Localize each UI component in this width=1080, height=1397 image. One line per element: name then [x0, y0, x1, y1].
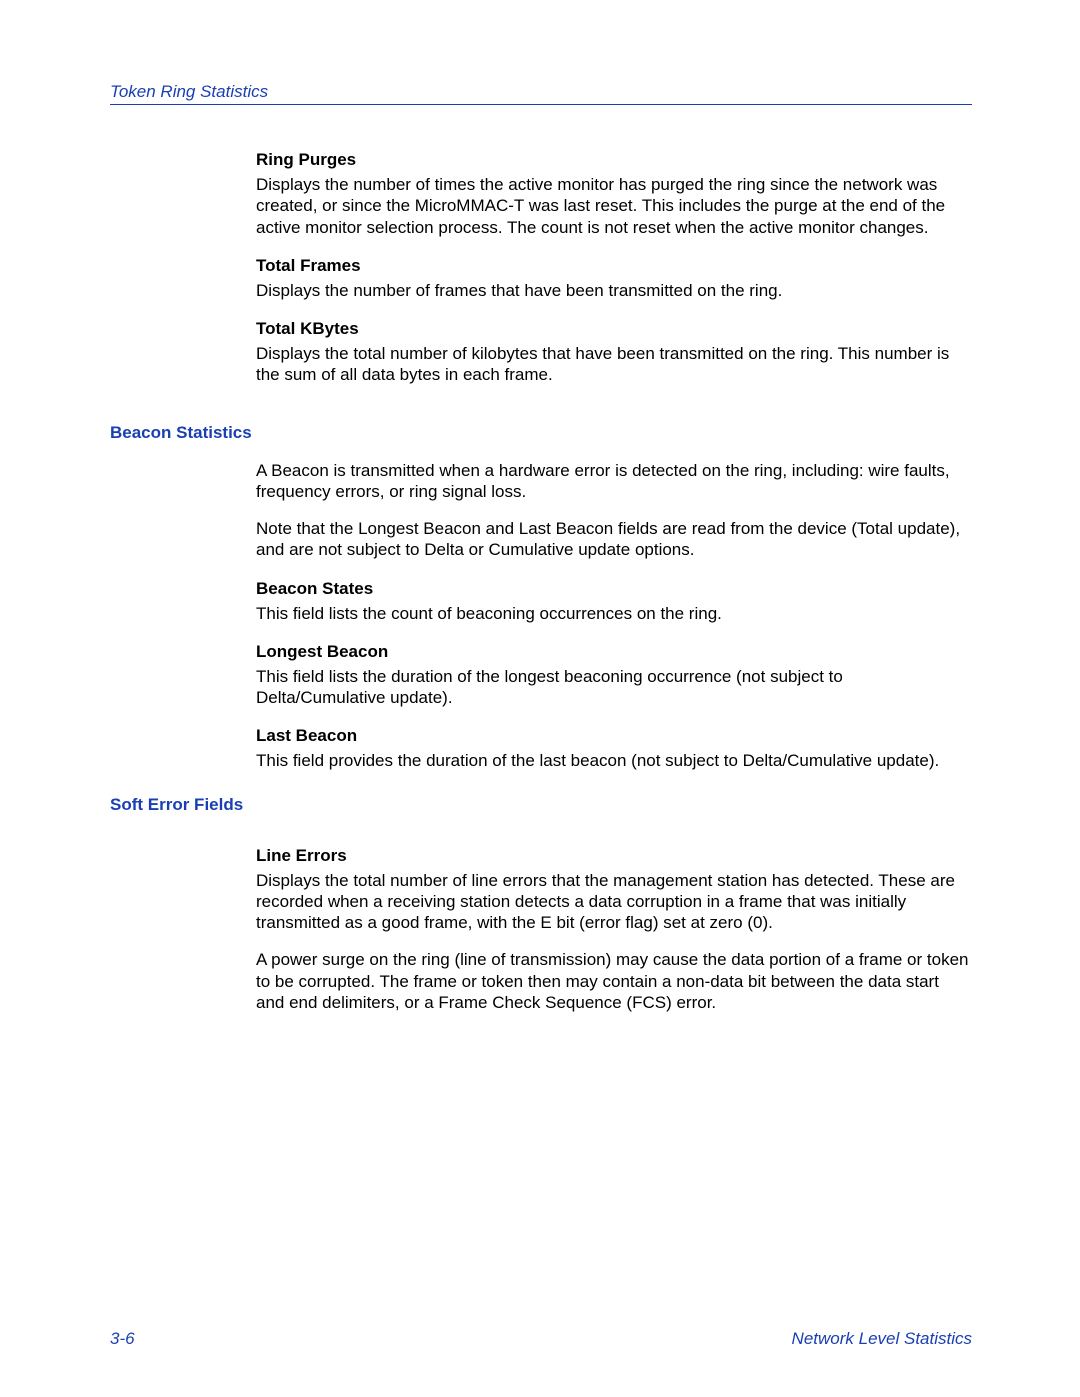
- para-line-errors-2: A power surge on the ring (line of trans…: [256, 949, 972, 1013]
- para-beacon-intro2: Note that the Longest Beacon and Last Be…: [256, 518, 972, 561]
- section-heading-soft-error: Soft Error Fields: [110, 795, 243, 815]
- spacer: [256, 772, 972, 846]
- spacer: [256, 386, 972, 460]
- term-longest-beacon: Longest Beacon: [256, 642, 972, 662]
- page: Token Ring Statistics Beacon Statistics …: [0, 0, 1080, 1397]
- term-total-kbytes: Total KBytes: [256, 319, 972, 339]
- term-line-errors: Line Errors: [256, 846, 972, 866]
- term-ring-purges: Ring Purges: [256, 150, 972, 170]
- para-last-beacon: This field provides the duration of the …: [256, 750, 972, 771]
- section-heading-beacon: Beacon Statistics: [110, 423, 252, 443]
- para-line-errors-1: Displays the total number of line errors…: [256, 870, 972, 934]
- para-ring-purges: Displays the number of times the active …: [256, 174, 972, 238]
- para-total-kbytes: Displays the total number of kilobytes t…: [256, 343, 972, 386]
- term-beacon-states: Beacon States: [256, 579, 972, 599]
- header-rule: [110, 104, 972, 105]
- running-header: Token Ring Statistics: [110, 82, 268, 102]
- term-total-frames: Total Frames: [256, 256, 972, 276]
- footer-chapter: Network Level Statistics: [792, 1329, 972, 1349]
- body-content: Ring Purges Displays the number of times…: [256, 150, 972, 1013]
- para-total-frames: Displays the number of frames that have …: [256, 280, 972, 301]
- term-last-beacon: Last Beacon: [256, 726, 972, 746]
- para-beacon-states: This field lists the count of beaconing …: [256, 603, 972, 624]
- para-beacon-intro1: A Beacon is transmitted when a hardware …: [256, 460, 972, 503]
- para-longest-beacon: This field lists the duration of the lon…: [256, 666, 972, 709]
- footer-page-number: 3-6: [110, 1329, 135, 1349]
